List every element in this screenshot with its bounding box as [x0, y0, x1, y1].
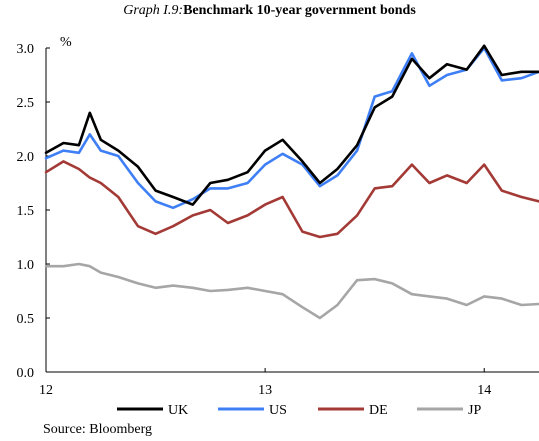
y-tick-label: 3.0 [17, 42, 35, 57]
chart-title-main: Benchmark 10-year government bonds [183, 3, 416, 18]
series-line-us [44, 46, 539, 210]
legend-label-uk: UK [168, 403, 188, 418]
series-line-jp [44, 262, 539, 320]
chart-title: Graph I.9:Benchmark 10-year government b… [0, 3, 539, 19]
chart-title-prefix: Graph I.9: [123, 3, 184, 18]
y-tick-label: 1.5 [17, 204, 35, 219]
y-tick-label: 0.0 [17, 366, 35, 381]
y-tick-label: 1.0 [17, 258, 35, 273]
source-note: Source: Bloomberg [43, 422, 153, 437]
y-axis-unit-label: % [60, 35, 72, 50]
y-tick-label: 0.5 [17, 312, 35, 327]
x-tick-label: 12 [39, 383, 53, 398]
x-tick-label: 13 [258, 383, 272, 398]
x-tick-label: 14 [477, 383, 491, 398]
y-tick-label: 2.5 [17, 96, 35, 111]
y-tick-label: 2.0 [17, 150, 35, 165]
series-line-uk [44, 44, 539, 206]
legend-label-de: DE [369, 403, 388, 418]
legend-label-jp: JP [468, 403, 481, 418]
legend-label-us: US [269, 403, 287, 418]
series-line-de [44, 160, 539, 239]
